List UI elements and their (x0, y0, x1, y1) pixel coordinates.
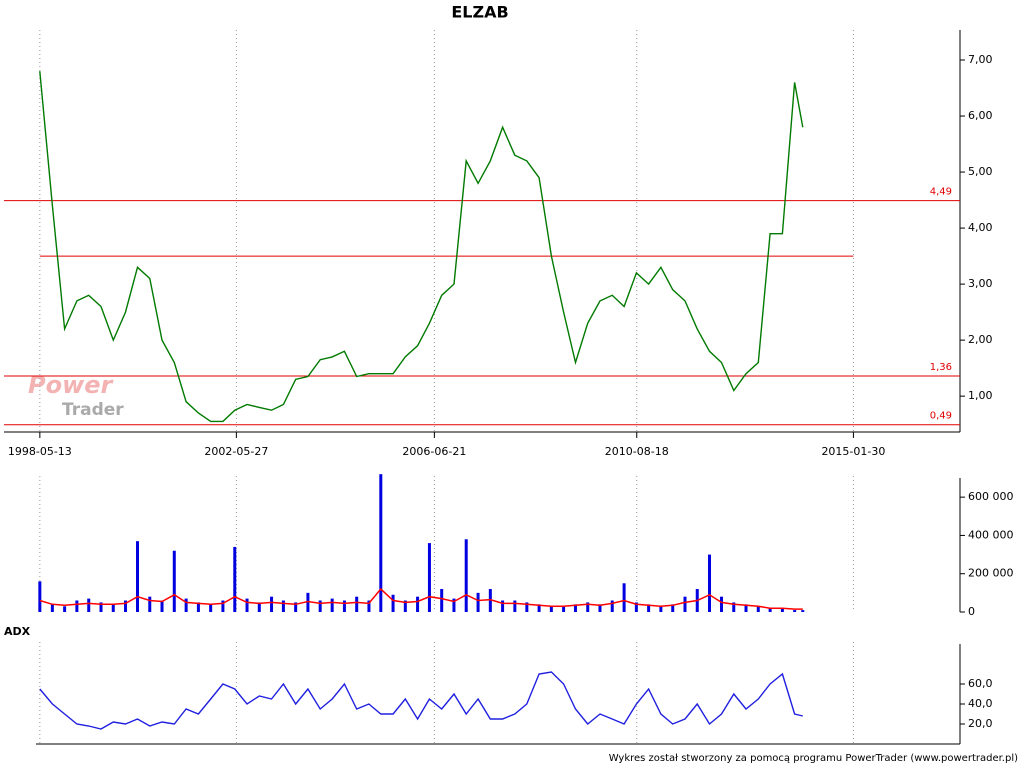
volume-bar (209, 604, 213, 612)
volume-bar (233, 546, 237, 612)
volume-bar (87, 598, 91, 612)
volume-bar (610, 600, 614, 612)
y-tick-label: 1,00 (968, 389, 993, 402)
volume-bar (634, 602, 638, 612)
watermark: Power (28, 371, 115, 399)
volume-bar (270, 596, 274, 612)
volume-bar (184, 598, 188, 612)
y-tick-label: 600 000 (968, 490, 1014, 503)
volume-bar (355, 596, 359, 612)
y-tick-label: 2,00 (968, 333, 993, 346)
y-tick-label: 200 000 (968, 567, 1014, 580)
volume-bar (111, 604, 115, 612)
volume-bar (801, 610, 805, 612)
price-line (39, 71, 804, 423)
volume-bar (671, 604, 675, 612)
x-tick-label: 2010-08-18 (605, 445, 669, 458)
volume-bar (367, 600, 371, 612)
volume-bar (659, 606, 663, 612)
y-tick-label: 4,00 (968, 221, 993, 234)
volume-bar (221, 600, 225, 612)
volume-bar (148, 596, 152, 612)
volume-bar (50, 604, 54, 612)
level-label: 0,49 (930, 411, 952, 422)
volume-bar (318, 600, 322, 612)
y-tick-label: 400 000 (968, 528, 1014, 541)
volume-bar (464, 539, 468, 612)
volume-bar (99, 602, 103, 612)
x-tick-label: 2015-01-30 (821, 445, 885, 458)
x-tick-label: 1998-05-13 (8, 445, 72, 458)
volume-bar (562, 606, 566, 612)
volume-bar (525, 602, 529, 612)
volume-bar (440, 589, 444, 612)
y-tick-label: 20,0 (968, 717, 993, 730)
volume-bar (476, 592, 480, 612)
volume-bar (452, 598, 456, 612)
volume-bar (136, 541, 140, 612)
y-tick-label: 0 (968, 605, 975, 618)
volume-bar (330, 598, 334, 612)
x-tick-label: 2002-05-27 (204, 445, 268, 458)
x-tick-label: 2006-06-21 (402, 445, 466, 458)
level-label: 4,49 (930, 187, 952, 198)
volume-bar (257, 602, 261, 612)
price-line (39, 671, 803, 730)
volume-bar (744, 604, 748, 612)
volume-bar (75, 600, 79, 612)
volume-bar (196, 602, 200, 612)
volume-bar (160, 600, 164, 612)
volume-bar (549, 606, 553, 612)
volume-bar (780, 608, 784, 612)
volume-bar (647, 604, 651, 612)
volume-average (39, 587, 803, 610)
y-tick-label: 5,00 (968, 165, 993, 178)
volume-bar (403, 600, 407, 612)
volume-bar (281, 600, 285, 612)
volume-bar (622, 583, 626, 612)
volume-bar (391, 594, 395, 612)
level-label: 1,36 (930, 362, 952, 373)
y-tick-label: 60,0 (968, 677, 993, 690)
volume-bar (598, 604, 602, 612)
y-tick-label: 6,00 (968, 109, 993, 122)
footer: Wykres został stworzony za pomocą progra… (609, 753, 1018, 764)
volume-bar (537, 604, 541, 612)
watermark: Trader (62, 400, 124, 420)
volume-bar (573, 604, 577, 612)
chart-title: ELZAB (451, 3, 508, 22)
volume-bar (719, 596, 723, 612)
volume-bar (124, 600, 128, 612)
volume-bar (756, 606, 760, 612)
y-tick-label: 3,00 (968, 277, 993, 290)
volume-bar (586, 602, 590, 612)
volume-bar (501, 600, 505, 612)
volume-bar (294, 602, 298, 612)
volume-bar (245, 598, 249, 612)
volume-bar (427, 543, 431, 612)
y-tick-label: 7,00 (968, 53, 993, 66)
volume-bar (768, 608, 772, 612)
volume-bar (732, 602, 736, 612)
volume-bar (513, 600, 517, 612)
volume-bar (63, 606, 67, 612)
volume-bar (38, 581, 42, 612)
volume-bar (708, 554, 712, 612)
y-tick-label: 40,0 (968, 697, 993, 710)
volume-bar (488, 589, 492, 612)
volume-bar (379, 474, 383, 612)
volume-bar (416, 596, 420, 612)
volume-bar (793, 610, 797, 612)
volume-bar (342, 600, 346, 612)
volume-bar (683, 596, 687, 612)
volume-bar (172, 550, 176, 612)
volume-bar (306, 592, 310, 612)
panel-title: ADX (4, 625, 31, 638)
